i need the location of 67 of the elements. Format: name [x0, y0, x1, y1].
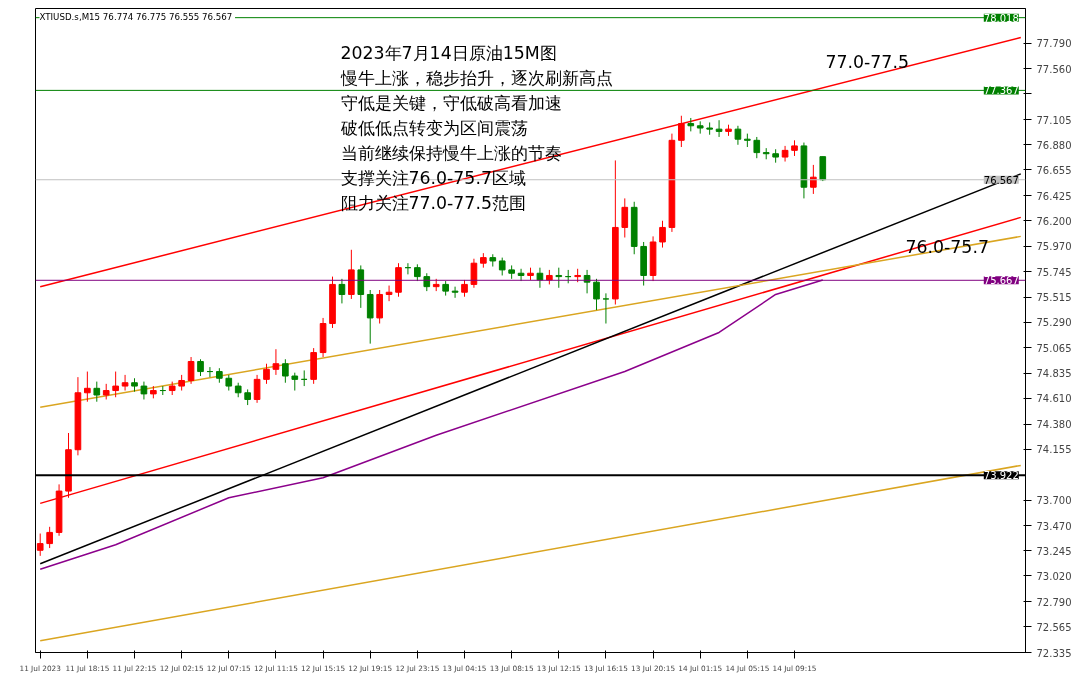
candlestick — [715, 119, 723, 138]
y-tick-label: 74.380 — [1036, 419, 1072, 431]
candlestick — [517, 268, 525, 282]
candlestick — [734, 125, 742, 146]
y-tick-label: 76.425 — [1036, 190, 1072, 202]
candlestick — [187, 356, 195, 385]
candlestick — [781, 145, 789, 163]
chart-subtitle: XTIUSD.s,M15 76.774 76.775 76.555 76.567 — [39, 11, 233, 22]
candlestick — [659, 220, 666, 249]
ref-line-label: 78.018 — [983, 12, 1019, 24]
y-tick-label: 74.155 — [1036, 444, 1072, 456]
candlestick — [366, 289, 374, 345]
y-tick-label: 76.200 — [1036, 215, 1072, 227]
candlestick — [385, 285, 393, 302]
y-tick-label: 74.610 — [1036, 393, 1072, 405]
candlestick — [112, 371, 119, 398]
candlestick — [621, 197, 629, 238]
candlestick — [263, 363, 270, 385]
candlestick — [36, 533, 44, 557]
candlestick — [819, 156, 827, 182]
y-tick-label: 77.560 — [1036, 63, 1072, 75]
y-tick-label: 77.105 — [1036, 114, 1072, 126]
candlestick — [282, 358, 289, 384]
y-tick-label: 75.065 — [1036, 342, 1072, 354]
candlestick — [272, 348, 280, 376]
candlestick — [536, 267, 544, 289]
y-tick-label: 75.290 — [1036, 317, 1072, 329]
y-tick-label: 73.245 — [1036, 545, 1072, 557]
candlestick — [753, 136, 761, 159]
ref-line-label: 76.567 — [983, 174, 1019, 186]
annotation: 77.0-77.5 — [825, 51, 909, 72]
y-tick-label: 76.655 — [1036, 164, 1072, 176]
y-tick-label: 75.970 — [1036, 241, 1072, 253]
candlestick — [678, 115, 685, 148]
y-tick-label: 77.790 — [1036, 38, 1072, 50]
y-tick-label: 74.835 — [1036, 368, 1072, 380]
y-tick-label: 76.880 — [1036, 139, 1072, 151]
candlestick — [451, 286, 459, 299]
candlestick — [121, 374, 129, 392]
candlestick — [810, 164, 817, 195]
candlestick — [470, 258, 478, 289]
annotation: 支撑关注76.0-75.7区域 — [340, 167, 526, 188]
text: 2023年7月14日原油15M图 — [340, 42, 557, 63]
annotation: 慢牛上涨，稳步抬升，逐次刷新高点 — [339, 67, 613, 88]
y-tick-label: 73.470 — [1036, 520, 1072, 532]
ref-line-label: 75.667 — [983, 275, 1019, 287]
y-tick-label: 72.790 — [1036, 596, 1072, 608]
candlestick — [253, 374, 261, 404]
y-tick-label: 73.700 — [1036, 495, 1072, 507]
ref-line-label: 73.922 — [983, 470, 1019, 482]
y-tick-label: 72.335 — [1036, 647, 1072, 659]
candlestick — [338, 278, 346, 304]
candlestick — [555, 267, 563, 289]
candlestick — [602, 292, 610, 325]
y-tick-label: 75.745 — [1036, 266, 1072, 278]
y-tick-label: 72.565 — [1036, 621, 1072, 633]
annotation: 破低低点转变为区间震荡 — [339, 117, 528, 138]
candlestick — [593, 278, 600, 311]
candlestick — [93, 381, 101, 403]
y-tick-label: 75.515 — [1036, 292, 1072, 304]
candlestick — [583, 269, 591, 294]
ref-line-label: 77.367 — [983, 85, 1019, 97]
y-tick-label: 73.020 — [1036, 570, 1072, 582]
candlestick — [46, 526, 53, 549]
annotation: 守低是关键，守低破高看加速 — [340, 92, 562, 113]
candlestick — [376, 289, 383, 325]
candlestick — [84, 371, 91, 403]
